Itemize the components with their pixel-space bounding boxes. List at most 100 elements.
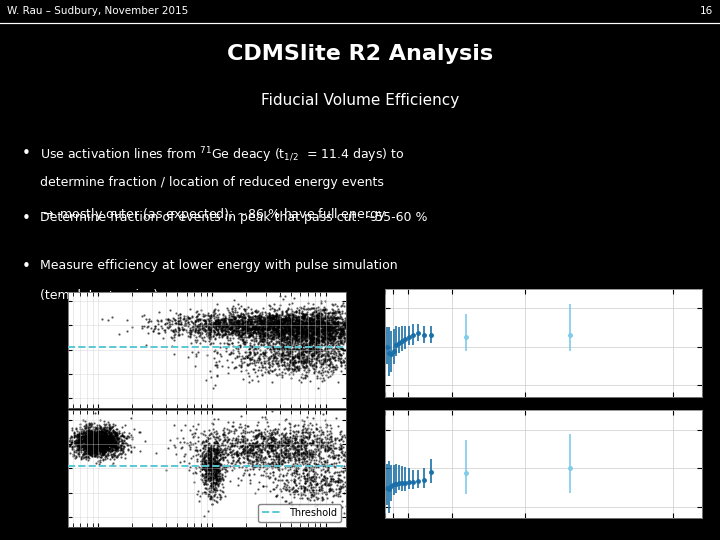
Point [238,338,250,346]
Point [339,452,351,461]
Point [312,316,323,325]
Point [246,307,257,316]
Point [314,436,325,444]
Point [232,318,243,326]
Point [211,447,222,456]
Point [277,321,289,330]
Point [237,335,248,343]
Point [284,326,296,335]
Point [318,318,330,327]
Point [323,334,335,342]
Point [274,330,286,339]
Point [271,327,282,336]
Point [74,436,86,444]
Point [283,321,294,329]
Point [278,341,289,350]
Point [240,322,252,330]
Point [208,433,220,442]
Point [205,324,217,333]
Point [285,311,297,320]
Point [92,437,104,445]
Point [191,326,202,335]
Point [256,316,268,325]
Point [114,449,126,457]
Point [208,448,220,457]
Point [212,461,223,470]
Point [199,476,211,485]
Point [281,336,292,345]
Point [99,433,110,442]
Point [256,434,267,442]
Point [276,371,288,380]
Point [223,313,235,321]
Point [294,450,305,458]
Point [318,471,330,480]
Point [241,327,253,335]
Point [211,429,222,437]
Point [207,478,218,487]
Point [263,444,274,453]
Point [266,334,278,342]
Point [293,319,305,328]
Point [276,319,287,327]
Point [257,440,269,448]
Point [229,436,240,444]
Point [284,324,295,333]
Point [224,323,235,332]
Point [295,356,307,365]
Point [274,310,285,319]
Point [311,480,323,489]
Point [97,450,109,458]
Point [333,325,345,333]
Point [96,433,107,441]
Point [284,321,295,330]
Point [249,312,261,321]
Point [189,320,200,328]
Point [102,440,113,448]
Point [117,449,128,457]
Point [207,463,218,471]
Point [281,334,292,342]
Point [292,315,304,324]
Point [140,341,151,349]
Point [268,326,279,334]
Point [330,485,341,494]
Point [73,440,85,449]
Point [238,432,250,441]
Point [282,321,294,330]
Point [247,444,258,453]
Point [306,323,318,332]
Point [211,437,222,445]
Point [306,328,318,337]
Point [305,327,316,336]
Point [247,442,258,450]
Point [288,356,300,364]
Point [76,433,87,442]
Point [249,349,261,358]
Point [295,328,307,337]
Point [274,337,286,346]
Point [325,480,337,489]
Point [248,345,260,354]
Point [289,329,301,338]
Point [295,332,307,340]
Point [88,438,99,447]
Point [333,454,344,462]
Point [208,496,220,504]
Point [87,440,99,448]
Point [273,312,284,321]
Point [73,432,84,441]
Point [235,423,247,432]
Point [288,330,300,339]
Point [310,323,322,332]
Point [103,436,114,445]
Point [81,431,93,440]
Point [246,355,258,363]
Point [92,449,104,457]
Point [100,427,112,436]
Point [76,436,87,444]
Point [287,329,298,338]
Point [281,435,292,444]
Point [95,447,107,456]
Point [258,433,270,442]
